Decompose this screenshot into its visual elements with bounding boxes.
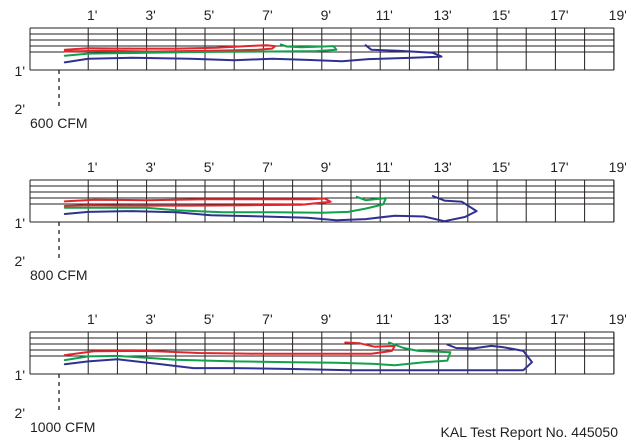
x-tick-label: 17' <box>550 7 568 23</box>
x-tick-label: 1' <box>87 311 97 327</box>
y-tick-label: 2' <box>15 253 25 269</box>
x-tick-label: 19' <box>609 311 626 327</box>
x-tick-label: 11' <box>376 311 393 327</box>
x-tick-label: 15' <box>492 311 510 327</box>
blue-velocity-profile <box>63 44 443 64</box>
y-tick-label: 2' <box>15 101 25 117</box>
x-tick-label: 13' <box>433 311 451 327</box>
green-velocity-profile <box>63 341 452 367</box>
x-tick-label: 5' <box>204 7 214 23</box>
x-tick-label: 9' <box>321 311 331 327</box>
red-velocity-profile <box>63 44 277 53</box>
x-tick-label: 11' <box>376 159 393 175</box>
x-tick-label: 1' <box>87 159 97 175</box>
x-tick-label: 17' <box>550 311 568 327</box>
x-tick-label: 9' <box>321 159 331 175</box>
red-velocity-profile <box>63 341 396 357</box>
x-tick-label: 7' <box>262 311 272 327</box>
x-tick-label: 11' <box>376 7 393 23</box>
x-tick-label: 13' <box>433 159 451 175</box>
y-tick-label: 1' <box>15 367 25 383</box>
x-tick-label: 7' <box>262 7 272 23</box>
x-tick-label: 1' <box>87 7 97 23</box>
x-tick-label: 5' <box>204 159 214 175</box>
x-tick-label: 13' <box>433 7 451 23</box>
blue-velocity-profile <box>63 343 533 372</box>
green-velocity-profile <box>63 195 387 214</box>
green-velocity-profile <box>63 43 338 57</box>
airflow-label: 800 CFM <box>30 267 88 283</box>
airflow-label: 600 CFM <box>30 115 88 131</box>
blue-velocity-profile <box>63 195 478 223</box>
red-velocity-profile <box>63 197 332 207</box>
x-tick-label: 7' <box>262 159 272 175</box>
report-number: KAL Test Report No. 445050 <box>440 424 618 440</box>
y-tick-label: 1' <box>15 63 25 79</box>
x-tick-label: 3' <box>145 7 155 23</box>
x-tick-label: 15' <box>492 159 510 175</box>
x-tick-label: 19' <box>609 7 626 23</box>
x-tick-label: 17' <box>550 159 568 175</box>
x-tick-label: 3' <box>145 311 155 327</box>
x-tick-label: 15' <box>492 7 510 23</box>
x-tick-label: 19' <box>609 159 626 175</box>
y-tick-label: 2' <box>15 405 25 421</box>
x-tick-label: 9' <box>321 7 331 23</box>
x-tick-label: 5' <box>204 311 214 327</box>
airflow-label: 1000 CFM <box>30 419 95 435</box>
y-tick-label: 1' <box>15 215 25 231</box>
x-tick-label: 3' <box>145 159 155 175</box>
